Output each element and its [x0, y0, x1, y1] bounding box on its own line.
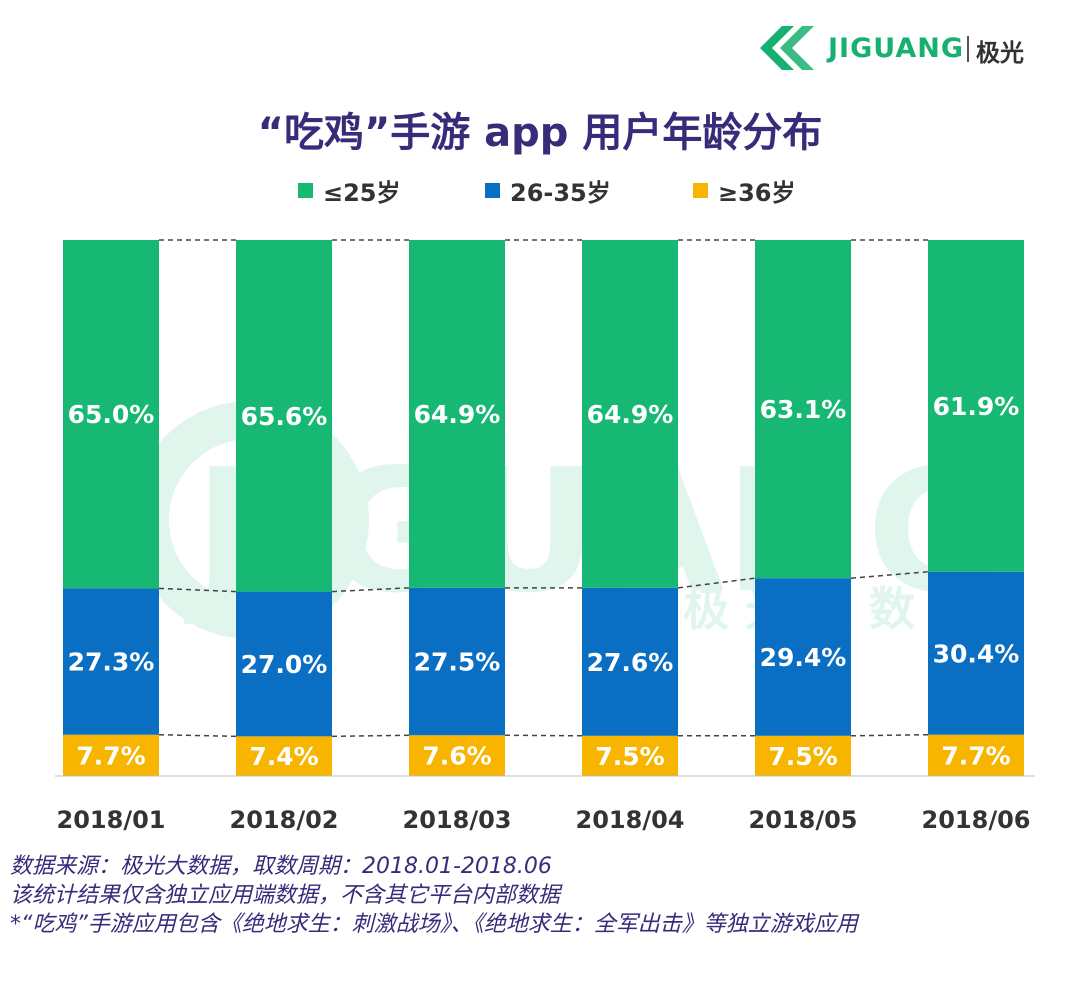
legend-item-26-35: 26-35岁 [485, 172, 611, 208]
data-label: 63.1% [760, 395, 847, 424]
bar-segment [63, 588, 159, 735]
x-tick-label: 2018/02 [230, 806, 339, 834]
legend-item-under-25: ≤25岁 [298, 172, 401, 208]
connector-line [850, 733, 929, 737]
bar-segment [409, 240, 505, 588]
bar-segment [236, 591, 332, 737]
data-label: 29.4% [760, 643, 847, 672]
bar-segment [755, 735, 851, 776]
bar-segment [63, 240, 159, 589]
legend-label: ≥36岁 [718, 178, 796, 207]
connector-line [850, 571, 929, 579]
data-label: 7.6% [422, 742, 491, 771]
data-label: 27.6% [587, 648, 674, 677]
bar-segment [582, 587, 678, 736]
data-label: 27.5% [414, 648, 501, 677]
data-label: 7.5% [595, 742, 664, 771]
bar-segment [582, 240, 678, 588]
data-label: 27.3% [68, 648, 155, 677]
data-label: 7.7% [941, 741, 1010, 770]
connector-line [504, 734, 583, 737]
legend-item-over-36: ≥36岁 [693, 172, 796, 208]
bar-segment [928, 240, 1024, 572]
x-tick-label: 2018/04 [576, 806, 685, 834]
data-label: 61.9% [933, 392, 1020, 421]
bar-segment [409, 735, 505, 776]
data-label: 7.4% [249, 742, 318, 771]
footnote-apps: *“吃鸡”手游应用包含《绝地求生：刺激战场》、《绝地求生：全军出击》等独立游戏应… [10, 912, 858, 937]
footnote-scope: 该统计结果仅含独立应用端数据，不含其它平台内部数据 [10, 883, 561, 908]
brand-name-cn: 极光 [976, 39, 1024, 67]
bars-group: 7.7% 27.3% 65.0% 7.4% 27.0% 65.6% 7.6% 27.5% 64.… [63, 239, 1024, 776]
data-label: 64.9% [414, 400, 501, 429]
data-label: 7.5% [768, 742, 837, 771]
data-label: 64.9% [587, 400, 674, 429]
connector-line [331, 734, 410, 738]
bar-segment [928, 571, 1024, 735]
bar-segment [755, 578, 851, 736]
bar-segment [63, 734, 159, 776]
data-label: 27.0% [241, 650, 328, 679]
x-axis-labels: 2018/01 2018/02 2018/03 2018/04 2018/05 2018/… [57, 806, 1031, 834]
data-label: 65.0% [68, 400, 155, 429]
data-label: 65.6% [241, 402, 328, 431]
bar-segment [755, 240, 851, 579]
bar-segment [409, 587, 505, 736]
chart-title: “吃鸡”手游 app 用户年龄分布 [257, 110, 823, 156]
bar-segment [236, 240, 332, 592]
data-label: 30.4% [933, 639, 1020, 668]
legend: ≤25岁 26-35岁 ≥36岁 [0, 172, 1080, 208]
legend-swatch-green [298, 182, 313, 198]
bar-segment [928, 734, 1024, 776]
brand-name: JIGUANG [828, 33, 965, 64]
legend-label: 26-35岁 [510, 178, 611, 207]
footnotes: 数据来源：极光大数据，取数周期：2018.01-2018.06 该统计结果仅含独… [10, 852, 858, 939]
x-tick-label: 2018/05 [749, 806, 858, 834]
x-tick-label: 2018/01 [57, 806, 166, 834]
brand-divider [967, 36, 969, 62]
x-tick-label: 2018/06 [922, 806, 1031, 834]
legend-label: ≤25岁 [323, 178, 401, 207]
jiguang-logo-icon [760, 26, 814, 70]
bar-segment [582, 735, 678, 776]
connector-line [158, 733, 237, 738]
legend-swatch-orange [693, 182, 708, 198]
bar-segment [236, 736, 332, 776]
x-tick-label: 2018/03 [403, 806, 512, 834]
connector-line [331, 587, 410, 593]
connector-line [158, 587, 237, 593]
data-label: 7.7% [76, 741, 145, 770]
legend-swatch-blue [485, 182, 500, 198]
footnote-source: 数据来源：极光大数据，取数周期：2018.01-2018.06 [10, 854, 552, 879]
connector-line [677, 577, 756, 589]
